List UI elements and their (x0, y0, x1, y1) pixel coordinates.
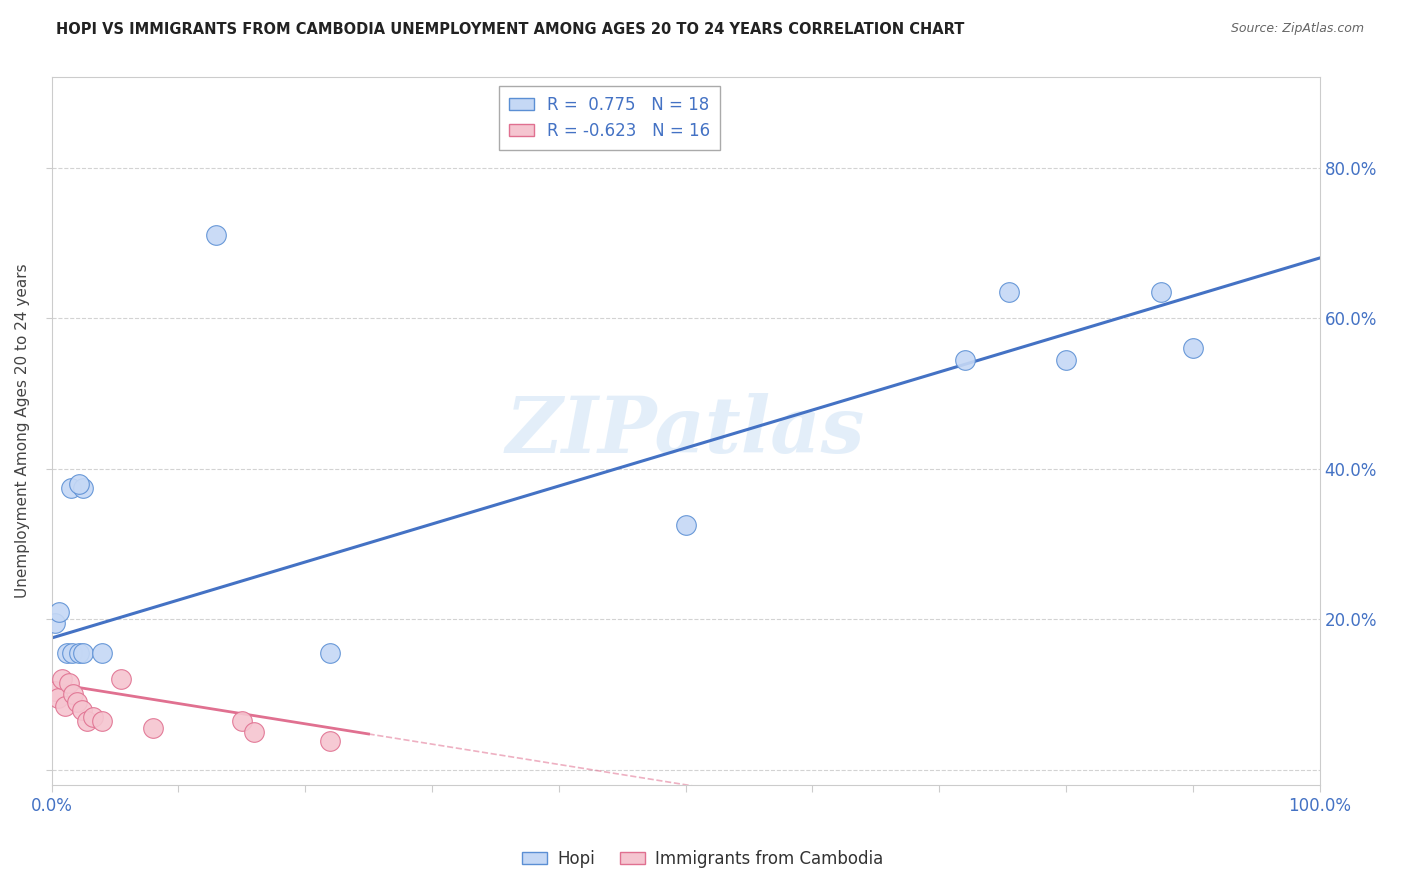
Text: ZIPatlas: ZIPatlas (506, 392, 865, 469)
Point (44, 615, 66, 630)
Point (110, 673, 132, 687)
Legend: Hopi, Immigrants from Cambodia: Hopi, Immigrants from Cambodia (516, 844, 890, 875)
Point (1054, 352, 1077, 367)
Point (62, 688, 84, 702)
Point (76, 714, 98, 728)
Text: HOPI VS IMMIGRANTS FROM CAMBODIA UNEMPLOYMENT AMONG AGES 20 TO 24 YEARS CORRELAT: HOPI VS IMMIGRANTS FROM CAMBODIA UNEMPLO… (56, 22, 965, 37)
Point (82, 710, 104, 724)
Point (91, 714, 114, 728)
Point (46, 691, 69, 706)
Point (51, 673, 73, 687)
Point (58, 676, 80, 690)
Y-axis label: Unemployment Among Ages 20 to 24 years: Unemployment Among Ages 20 to 24 years (15, 264, 30, 599)
Point (67, 476, 90, 491)
Point (55, 698, 77, 713)
Point (1181, 342, 1204, 356)
Point (1150, 285, 1173, 299)
Point (205, 228, 228, 243)
Point (67, 646, 90, 660)
Point (44, 683, 66, 698)
Point (675, 518, 697, 533)
Point (60, 646, 83, 660)
Point (953, 352, 976, 367)
Point (59, 481, 82, 495)
Point (48, 605, 70, 619)
Legend: R =  0.775   N = 18, R = -0.623   N = 16: R = 0.775 N = 18, R = -0.623 N = 16 (499, 86, 720, 150)
Point (998, 285, 1021, 299)
Point (243, 725, 266, 739)
Text: Source: ZipAtlas.com: Source: ZipAtlas.com (1230, 22, 1364, 36)
Point (319, 734, 342, 748)
Point (142, 722, 165, 736)
Point (66, 695, 89, 709)
Point (91, 646, 114, 660)
Point (319, 646, 342, 660)
Point (231, 714, 253, 728)
Point (55, 646, 77, 660)
Point (70, 702, 93, 716)
Point (72, 646, 94, 660)
Point (72, 481, 94, 495)
